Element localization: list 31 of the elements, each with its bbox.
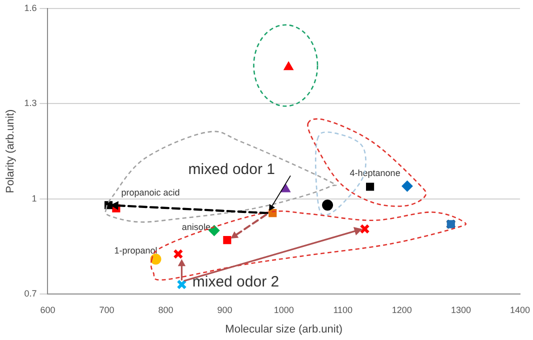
y-axis-title: Polarity (arb.unit): [4, 109, 17, 194]
point: [284, 62, 294, 70]
point: [360, 224, 370, 234]
point: [208, 225, 220, 236]
point: [176, 279, 187, 290]
x-tick-label: 1200: [392, 304, 412, 315]
x-axis-title: Molecular size (arb.unit): [225, 323, 343, 336]
x-tick-label: 1000: [274, 304, 294, 315]
annotation: mixed odor 2: [192, 274, 280, 291]
annotation: mixed odor 1: [188, 161, 275, 178]
x-tick-label: 800: [158, 304, 174, 315]
x-tick-label: 700: [99, 304, 114, 315]
y-tick-label: 1.3: [24, 98, 37, 108]
point: [366, 182, 374, 191]
y-tick-label: 1.6: [24, 2, 37, 13]
point: [173, 248, 184, 260]
x-tick-label: 600: [40, 304, 56, 315]
point: [223, 236, 232, 244]
x-tick-label: 1100: [333, 304, 353, 315]
point: [322, 200, 334, 211]
y-tick-label: 1: [32, 193, 37, 204]
annotation: 4-heptanone: [350, 168, 400, 178]
point: [402, 180, 413, 192]
x-tick-label: 1400: [510, 304, 530, 315]
x-tick-label: 900: [217, 304, 232, 315]
x-tick-label: 1300: [450, 304, 471, 315]
annotation: propanoic acid: [121, 188, 180, 198]
annotation: 1-propanol: [114, 246, 158, 256]
annotation: anisole: [182, 222, 210, 232]
point: [280, 184, 290, 192]
y-tick-label: 0.7: [24, 288, 37, 298]
